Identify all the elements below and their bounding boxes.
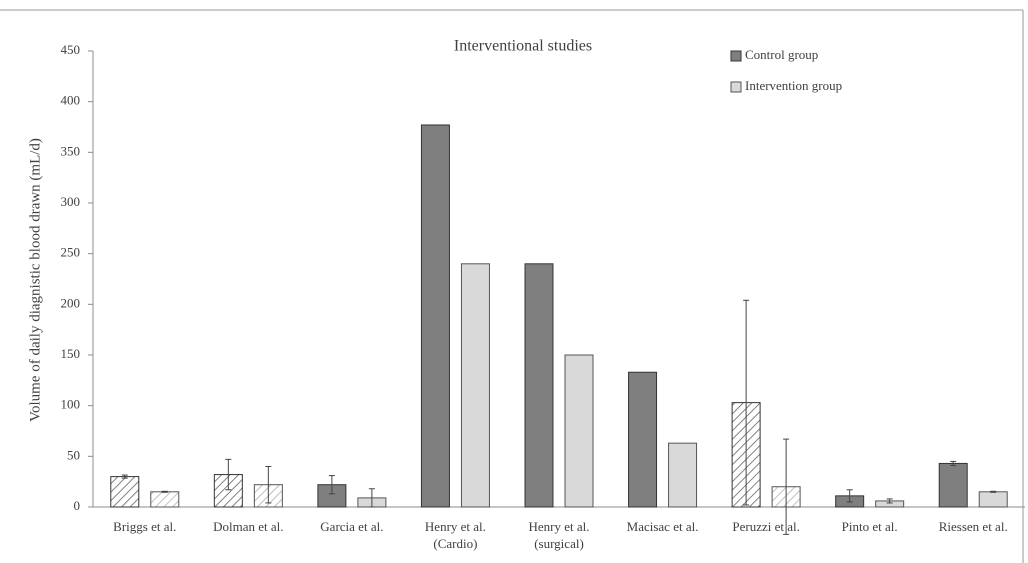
legend-swatch [730,50,742,62]
bar [420,124,450,508]
bar [978,491,1008,508]
y-tick-label: 0 [74,498,81,513]
bar [668,442,698,508]
x-tick-label: Macisac et al. [627,519,699,534]
x-tick-label: Briggs et al. [113,519,176,534]
y-tick-label: 400 [61,93,81,108]
x-tick-label: Henry et al. (surgical) [528,519,589,551]
legend-swatch [730,81,742,93]
y-tick-label: 100 [61,397,81,412]
y-tick-label: 200 [61,295,81,310]
legend-label: Control group [745,47,818,62]
y-tick-label: 250 [61,245,81,260]
x-tick-label: Riessen et al. [939,519,1008,534]
x-tick-label: Peruzzi et al. [732,519,800,534]
bar [150,491,180,508]
legend-label: Intervention group [745,78,842,93]
x-tick-label: Garcia et al. [320,519,383,534]
x-tick-label: Dolman et al. [213,519,283,534]
x-tick-label: Pinto et al. [842,519,898,534]
y-tick-label: 300 [61,194,81,209]
bar [938,462,968,508]
y-tick-label: 450 [61,42,81,57]
chart-title: Interventional studies [454,38,592,55]
y-axis-label: Volume of daily diagnistic blood drawn (… [27,138,43,422]
y-tick-label: 50 [67,447,80,462]
bar [460,263,490,508]
bar [524,263,554,508]
y-tick-label: 350 [61,143,81,158]
bar [628,371,658,508]
x-tick-label: Henry et al. (Cardio) [425,519,486,551]
bar [110,476,140,508]
y-tick-label: 150 [61,346,81,361]
bar [564,354,594,508]
